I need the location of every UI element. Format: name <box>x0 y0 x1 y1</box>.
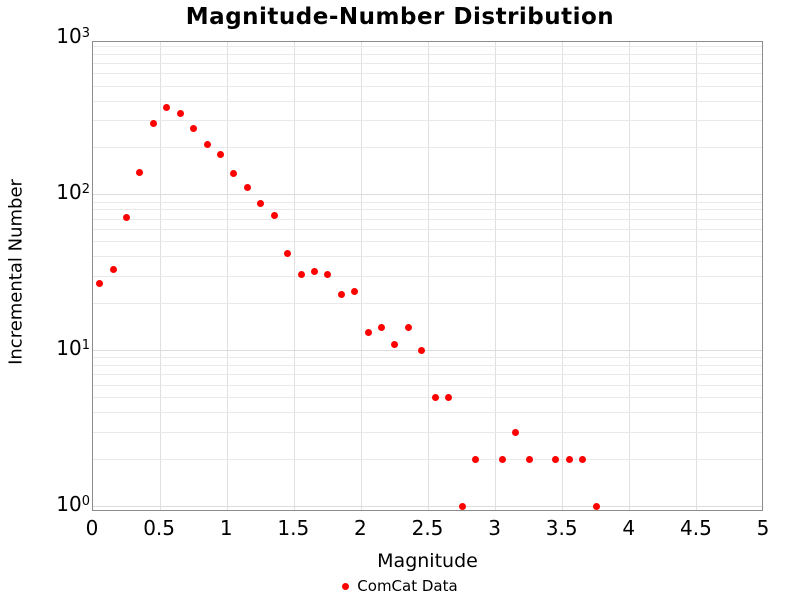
y-major-gridline <box>93 194 762 196</box>
legend-label: ComCat Data <box>357 577 458 595</box>
y-minor-gridline <box>93 62 762 64</box>
y-tick-label: 100 <box>56 491 90 516</box>
data-point <box>257 200 265 208</box>
x-tick-label: 4 <box>622 516 636 540</box>
y-minor-gridline <box>93 45 762 47</box>
y-minor-gridline <box>93 85 762 87</box>
y-minor-gridline <box>93 459 762 461</box>
data-point <box>216 150 224 158</box>
y-minor-gridline <box>93 218 762 220</box>
data-point <box>297 270 305 278</box>
y-minor-gridline <box>93 73 762 75</box>
y-minor-gridline <box>93 374 762 376</box>
y-tick-label: 103 <box>56 24 90 49</box>
data-point <box>136 169 144 177</box>
data-point <box>176 109 184 117</box>
y-minor-gridline <box>93 384 762 386</box>
data-point <box>458 503 466 510</box>
data-point <box>243 184 251 192</box>
data-point <box>445 394 453 402</box>
data-point <box>391 340 399 348</box>
y-minor-gridline <box>93 365 762 367</box>
chart-title: Magnitude-Number Distribution <box>185 4 615 30</box>
y-minor-gridline <box>93 241 762 243</box>
x-tick-label: 5 <box>756 516 770 540</box>
y-minor-gridline <box>93 357 762 359</box>
x-tick-label: 2.5 <box>411 516 444 540</box>
plot-area <box>92 41 763 511</box>
data-point <box>351 287 359 295</box>
data-point <box>284 250 292 258</box>
y-minor-gridline <box>93 303 762 305</box>
y-minor-gridline <box>93 100 762 102</box>
x-tick-label: 3.5 <box>545 516 578 540</box>
y-tick-label: 101 <box>56 335 90 360</box>
data-point <box>270 211 278 219</box>
data-point <box>579 456 587 464</box>
x-tick-label: 0 <box>85 516 99 540</box>
y-minor-gridline <box>93 431 762 433</box>
y-major-gridline <box>93 350 762 352</box>
data-point <box>310 268 318 276</box>
y-minor-gridline <box>93 228 762 230</box>
data-point <box>203 140 211 148</box>
y-minor-gridline <box>93 147 762 149</box>
data-point <box>592 503 600 510</box>
y-minor-gridline <box>93 53 762 55</box>
y-minor-gridline <box>93 209 762 211</box>
data-point <box>163 103 171 111</box>
data-point <box>378 324 386 332</box>
data-point <box>404 324 412 332</box>
x-axis-label: Magnitude <box>377 550 478 572</box>
data-point <box>552 456 560 464</box>
y-minor-gridline <box>93 275 762 277</box>
x-tick-label: 4.5 <box>679 516 712 540</box>
y-minor-gridline <box>93 120 762 122</box>
data-point <box>525 456 533 464</box>
legend-marker-dot-icon <box>342 582 350 590</box>
data-point <box>337 290 345 298</box>
y-tick-label: 102 <box>56 179 90 204</box>
data-point <box>149 119 157 127</box>
legend: ComCat Data <box>0 577 800 595</box>
data-point <box>498 456 506 464</box>
y-minor-gridline <box>93 412 762 414</box>
data-point <box>418 347 426 355</box>
data-point <box>123 213 131 221</box>
data-point <box>431 394 439 402</box>
data-point <box>565 456 573 464</box>
data-point <box>471 456 479 464</box>
data-point <box>96 279 104 287</box>
y-minor-gridline <box>93 201 762 203</box>
data-point <box>230 169 238 177</box>
data-point <box>364 329 372 337</box>
data-point <box>512 428 520 436</box>
x-tick-label: 3 <box>488 516 501 540</box>
y-minor-gridline <box>93 256 762 258</box>
x-tick-label: 1.5 <box>277 516 310 540</box>
data-point <box>109 266 117 274</box>
x-tick-label: 0.5 <box>143 516 175 540</box>
x-tick-label: 2 <box>354 516 367 540</box>
y-major-gridline <box>93 506 762 507</box>
data-point <box>190 125 198 133</box>
y-minor-gridline <box>93 397 762 399</box>
x-tick-label: 1 <box>219 516 233 540</box>
y-axis-label: Incremental Number <box>5 179 27 365</box>
data-point <box>324 270 332 278</box>
